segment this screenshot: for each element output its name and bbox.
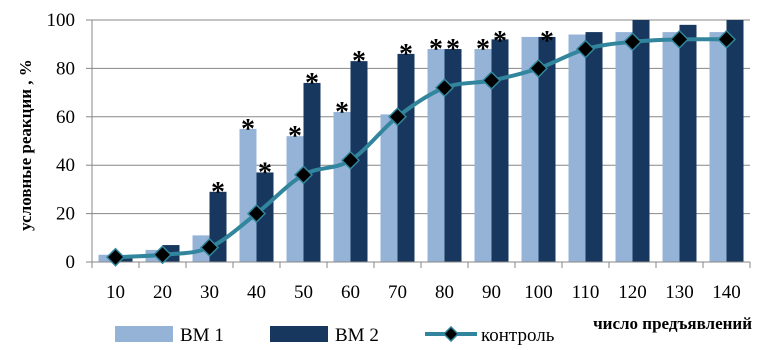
significance-star: * — [429, 34, 443, 65]
x-tick-label: 140 — [712, 282, 741, 303]
significance-marks: ******* * * * * * * — [211, 26, 554, 208]
axes — [86, 19, 751, 268]
control-marker — [528, 58, 549, 78]
y-tick-label: 80 — [56, 58, 75, 79]
bar-ВМ-1 — [615, 32, 633, 262]
control-marker — [622, 32, 643, 52]
control-line-series — [105, 29, 737, 267]
y-tick-label: 40 — [56, 155, 75, 176]
x-tick-label: 100 — [524, 282, 553, 303]
significance-star: * — [446, 34, 460, 65]
legend-label: ВМ 2 — [335, 325, 379, 346]
x-tick-label: 20 — [153, 282, 172, 303]
significance-star: * — [241, 114, 255, 145]
bar-ВМ-1 — [286, 136, 304, 262]
x-tick-labels: 10 20 30 40 50 60 70 80 90 100 110 120 130 140 — [106, 282, 741, 303]
control-marker — [669, 29, 690, 49]
bar-ВМ-2 — [350, 61, 368, 262]
control-marker — [716, 29, 737, 49]
x-tick-label: 120 — [618, 282, 647, 303]
significance-star: * — [211, 177, 225, 208]
bar-ВМ-2 — [585, 32, 603, 262]
bar-ВМ-2 — [491, 39, 509, 262]
bar-ВМ-1 — [709, 32, 727, 262]
legend: ВМ 1 ВМ 2 контроль — [115, 325, 555, 346]
bar-ВМ-1 — [98, 254, 116, 262]
control-marker — [246, 204, 267, 224]
legend-swatch — [115, 326, 173, 342]
bar-ВМ-1 — [333, 111, 351, 263]
control-marker — [340, 150, 361, 170]
x-tick-label: 110 — [572, 282, 600, 303]
bar-ВМ-1 — [662, 32, 680, 262]
bar-ВМ-2 — [726, 20, 744, 262]
gridlines — [92, 19, 750, 215]
x-tick-label: 80 — [435, 282, 454, 303]
bar-ВМ-1 — [380, 114, 398, 262]
x-tick-label: 30 — [200, 282, 219, 303]
bar-ВМ-2 — [115, 257, 133, 262]
bar-ВМ-2 — [256, 172, 274, 262]
bar-ВМ-1 — [239, 128, 257, 262]
bar-ВМ-2 — [538, 36, 556, 262]
y-tick-label: 20 — [56, 204, 75, 225]
control-marker — [575, 39, 596, 59]
bar-ВМ-1 — [427, 49, 445, 262]
y-tick-label: 100 — [47, 10, 76, 31]
significance-star: * — [493, 26, 507, 57]
x-tick-label: 90 — [482, 282, 501, 303]
y-tick-label: 60 — [56, 107, 75, 128]
bar-ВМ-1 — [521, 36, 539, 262]
control-marker — [293, 165, 314, 185]
significance-star: * — [258, 157, 272, 188]
legend-label: контроль — [481, 325, 555, 346]
legend-swatch — [270, 326, 328, 342]
bar-ВМ-2 — [632, 20, 650, 262]
control-marker — [199, 237, 220, 258]
significance-star: * — [399, 39, 413, 70]
x-tick-label: 130 — [665, 282, 694, 303]
control-marker — [387, 107, 408, 127]
y-axis-label: условные реакции , % — [16, 59, 35, 231]
x-tick-label: 70 — [388, 282, 407, 303]
bar-ВМ-2 — [444, 49, 462, 262]
y-tick-label: 0 — [66, 252, 76, 273]
significance-star: * — [540, 26, 554, 57]
x-tick-label: 50 — [294, 282, 313, 303]
significance-star: * — [305, 68, 319, 99]
significance-star: * — [352, 46, 366, 77]
significance-star: * — [288, 121, 302, 152]
legend-label: ВМ 1 — [180, 325, 224, 346]
significance-star: * — [476, 34, 490, 65]
bar-ВМ-2 — [397, 53, 415, 262]
bar-ВМ-1 — [568, 34, 586, 262]
y-tick-labels: 0 20 40 60 80 100 — [47, 10, 76, 273]
control-marker — [481, 70, 502, 91]
legend-marker — [442, 325, 460, 343]
bar-ВМ-1 — [474, 49, 492, 262]
control-marker — [152, 245, 173, 265]
x-tick-label: 40 — [247, 282, 266, 303]
x-tick-label: 10 — [106, 282, 125, 303]
bar-ВМ-2 — [679, 24, 697, 263]
control-marker — [105, 247, 126, 267]
x-axis-label: число предъявлений — [593, 314, 752, 333]
bars — [98, 20, 744, 263]
control-marker — [434, 78, 455, 98]
significance-star: * — [335, 97, 349, 128]
x-tick-label: 60 — [341, 282, 360, 303]
